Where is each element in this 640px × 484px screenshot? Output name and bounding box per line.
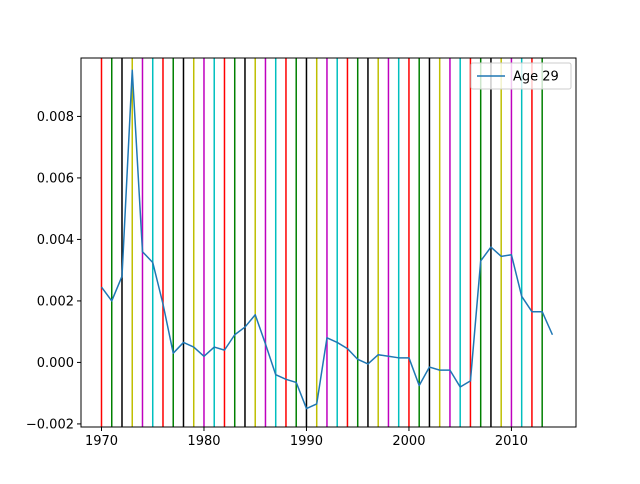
y-axis: −0.002 0.000 0.002 0.004 0.006 0.008: [26, 110, 81, 432]
x-tick-label: 1970: [85, 434, 118, 449]
y-tick-label: 0.008: [37, 110, 74, 125]
x-tick-label: 1980: [187, 434, 220, 449]
x-tick-label: 2010: [495, 434, 528, 449]
y-tick-label: 0.006: [37, 171, 74, 186]
series-layer: [100, 69, 554, 410]
x-tick-label: 1990: [290, 434, 323, 449]
y-tick-label: 0.000: [37, 356, 74, 371]
vertical-lines: [100, 58, 543, 427]
y-tick-label: −0.002: [26, 417, 74, 432]
y-tick-label: 0.002: [37, 294, 74, 309]
y-tick-label: 0.004: [37, 233, 74, 248]
legend-box: [470, 62, 572, 90]
x-tick-label: 2000: [392, 434, 425, 449]
series-line-0: [100, 69, 554, 410]
x-axis: 1970 1980 1990 2000 2010: [85, 427, 528, 449]
plot-frame: [80, 57, 577, 428]
legend: Age 29: [470, 62, 572, 90]
legend-entry-label: Age 29: [513, 70, 559, 85]
